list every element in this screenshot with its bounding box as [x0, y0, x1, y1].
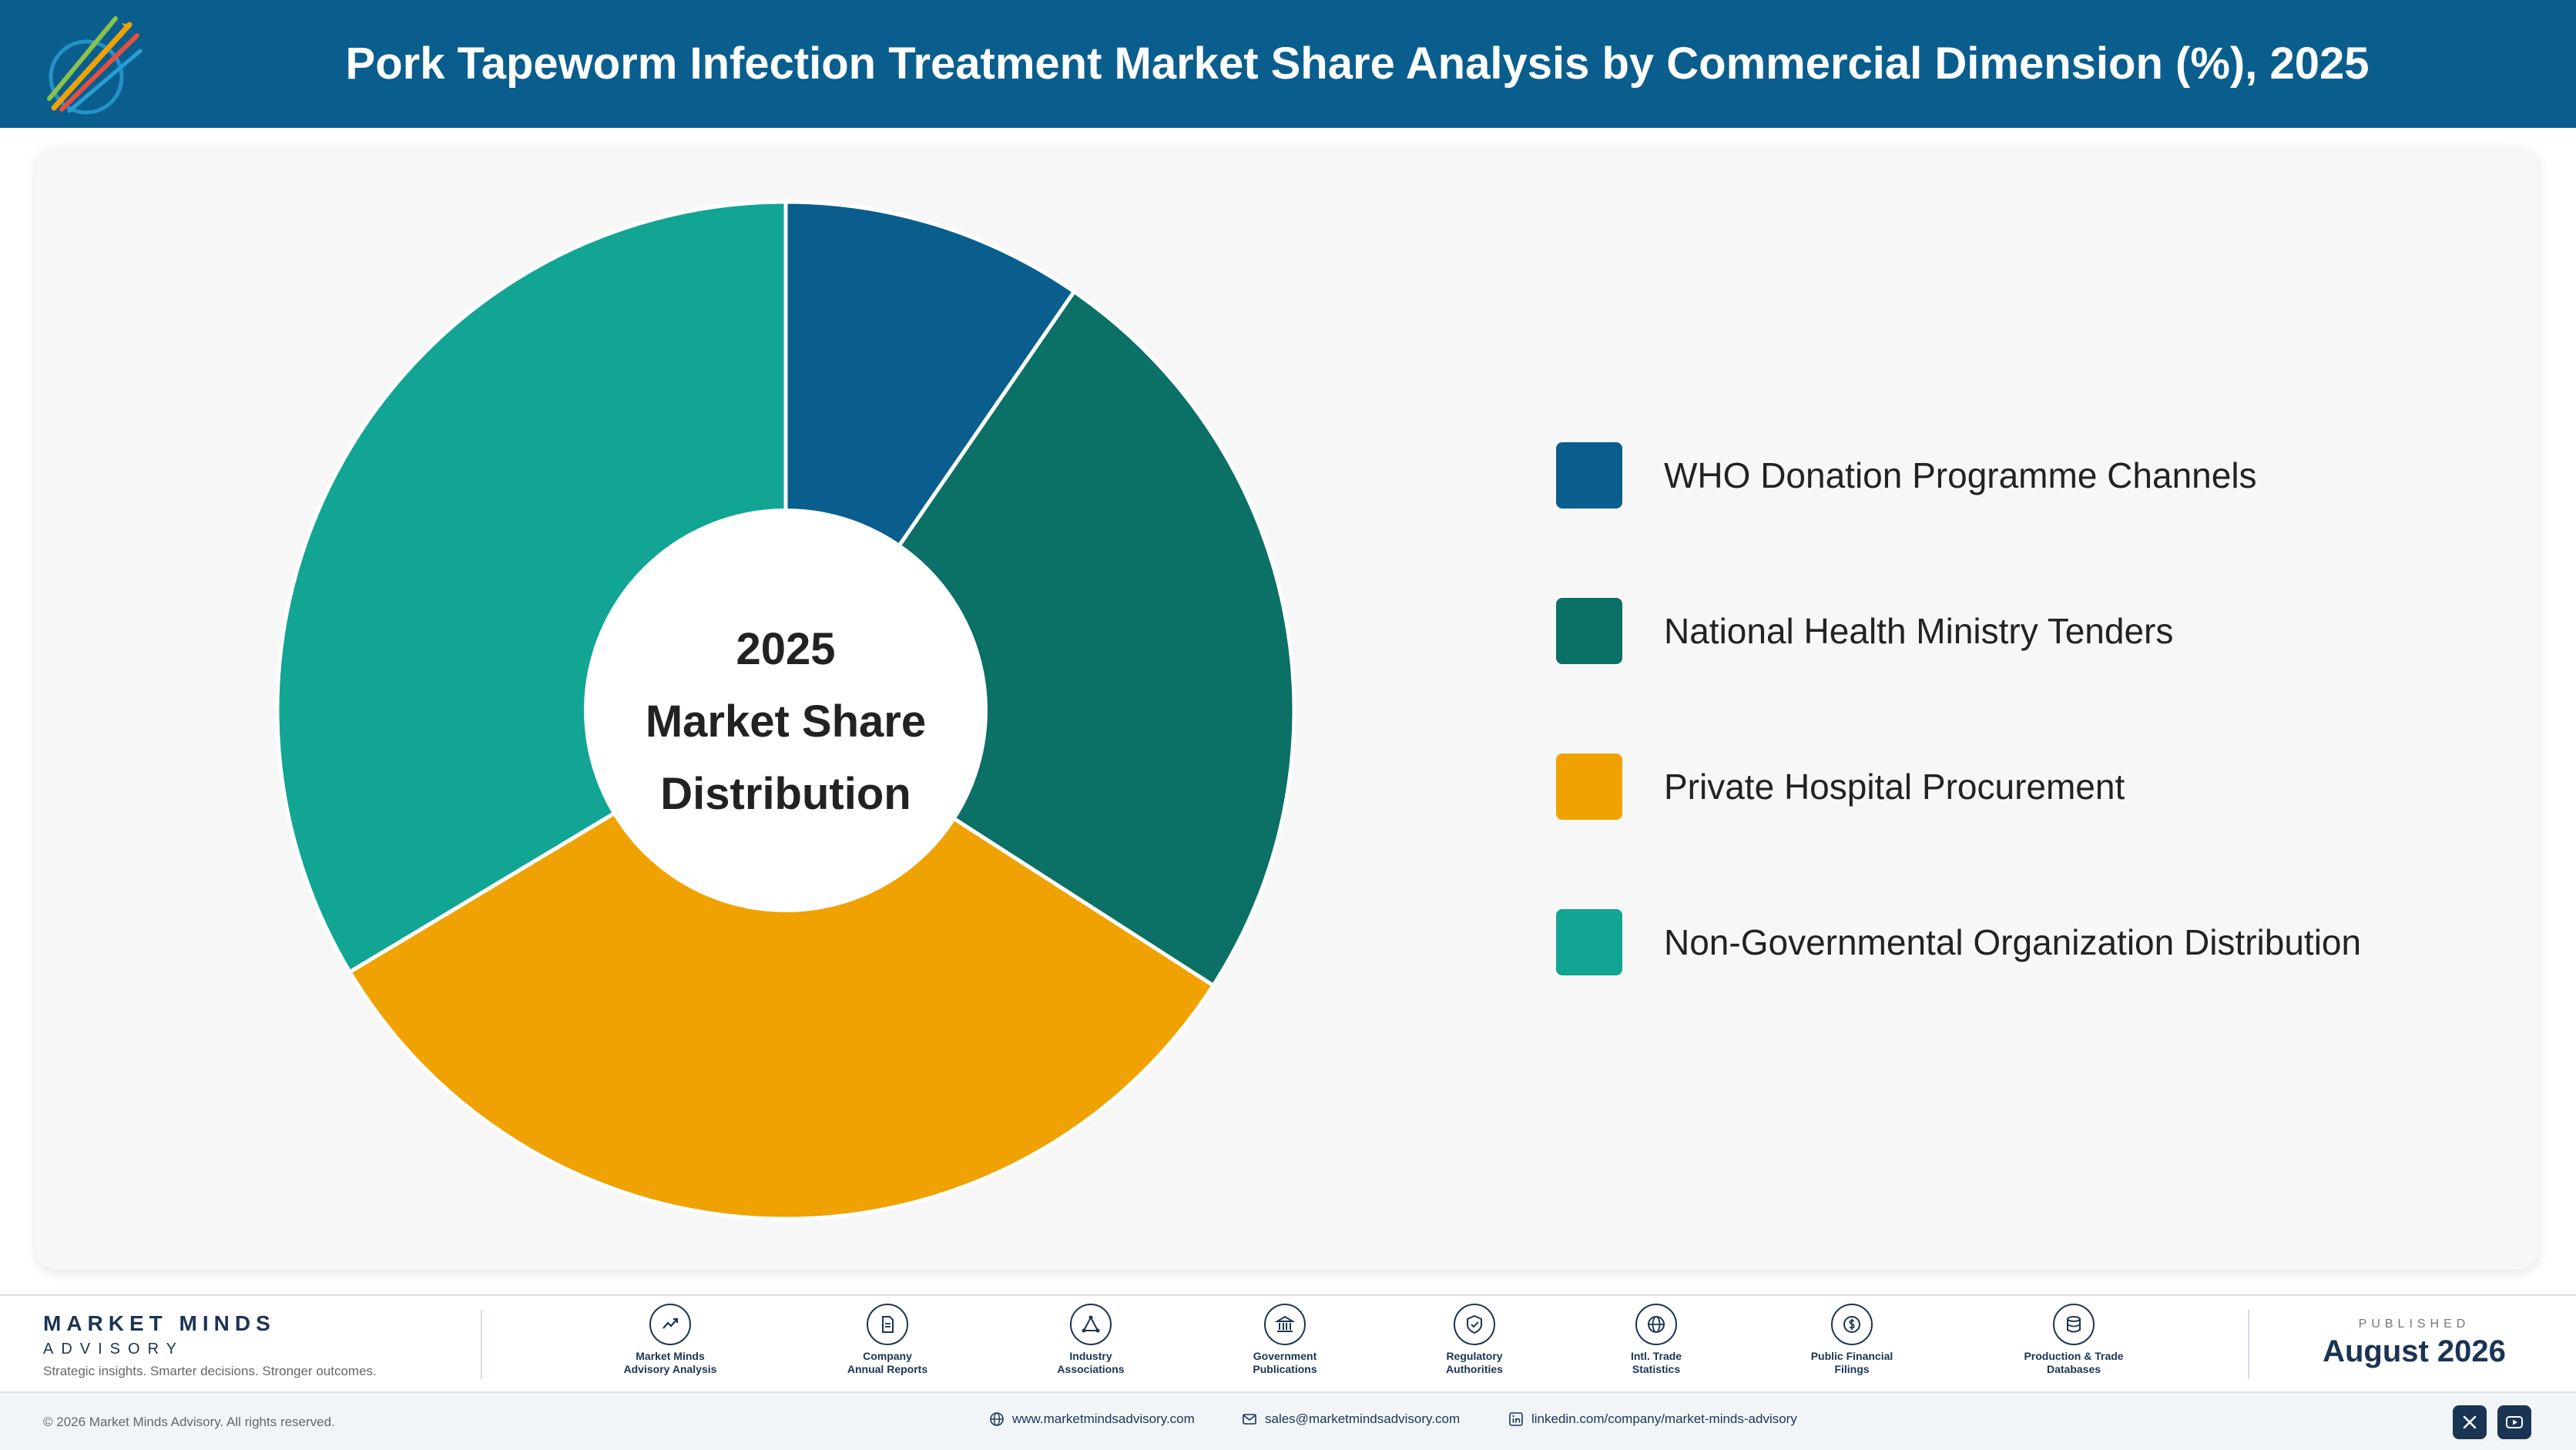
published-date: August 2026 [2323, 1334, 2506, 1368]
source-label-line1: Market Minds [636, 1350, 705, 1362]
source-item: Market Minds Advisory Analysis [593, 1304, 747, 1376]
website-text: www.marketmindsadvisory.com [1012, 1411, 1195, 1426]
linkedin-icon [1509, 1412, 1523, 1426]
source-label-line2: Annual Reports [847, 1363, 928, 1375]
network-icon [1070, 1304, 1112, 1345]
legend-label: Non-Governmental Organization Distributi… [1664, 922, 2362, 962]
brand-subtitle: ADVISORY [43, 1341, 184, 1358]
legend-label: National Health Ministry Tenders [1664, 611, 2174, 651]
source-label: Market Minds Advisory Analysis [593, 1350, 747, 1376]
legend-swatch [1556, 909, 1622, 975]
source-label: Industry Associations [1014, 1350, 1168, 1376]
source-item: Company Annual Reports [810, 1304, 964, 1376]
source-label-line1: Regulatory [1446, 1350, 1503, 1362]
footer-top-band: MARKET MINDS ADVISORY Strategic insights… [0, 1296, 2576, 1393]
linkedin-link[interactable]: linkedin.com/company/market-minds-adviso… [1508, 1411, 1797, 1427]
source-item: Government Publications [1208, 1304, 1362, 1376]
globe-icon [990, 1412, 1004, 1426]
source-item: Production & Trade Databases [1997, 1304, 2151, 1376]
source-item: Industry Associations [1014, 1304, 1168, 1376]
source-label-line2: Publications [1253, 1363, 1317, 1375]
linkedin-text: linkedin.com/company/market-minds-adviso… [1531, 1411, 1797, 1426]
legend-swatch [1556, 598, 1622, 664]
source-label-line2: Associations [1057, 1363, 1125, 1375]
brand-tagline: Strategic insights. Smarter decisions. S… [43, 1364, 377, 1378]
source-label: Company Annual Reports [810, 1350, 964, 1376]
source-label: Public Financial Filings [1775, 1350, 1929, 1376]
source-label: Regulatory Authorities [1397, 1350, 1551, 1376]
source-label-line1: Intl. Trade [1630, 1350, 1682, 1362]
donut-slice-3 [347, 708, 1216, 1221]
source-label-line1: Company [863, 1350, 912, 1362]
source-label-line2: Statistics [1632, 1363, 1681, 1375]
government-building-icon [1264, 1304, 1306, 1345]
source-label: Production & Trade Databases [1997, 1350, 2151, 1376]
source-label-line2: Databases [2046, 1363, 2101, 1375]
email-text: sales@marketmindsadvisory.com [1265, 1411, 1461, 1426]
database-icon [2053, 1304, 2095, 1345]
x-logo-icon [2463, 1415, 2477, 1429]
header-bar: Pork Tapeworm Infection Treatment Market… [0, 0, 2576, 128]
source-item: Intl. Trade Statistics [1579, 1304, 1733, 1376]
coin-icon [1831, 1304, 1873, 1345]
footer-divider [2248, 1310, 2249, 1379]
donut-slice-2 [783, 288, 1296, 988]
youtube-logo-icon [2506, 1416, 2523, 1428]
mail-icon [1243, 1414, 1256, 1425]
legend-swatch [1556, 754, 1622, 820]
copyright-text: © 2026 Market Minds Advisory. All rights… [43, 1415, 335, 1429]
footer-divider [481, 1310, 482, 1379]
source-label-line2: Filings [1834, 1363, 1870, 1375]
source-label-line1: Industry [1069, 1350, 1112, 1362]
youtube-social-button[interactable] [2497, 1405, 2531, 1439]
globe-icon [1635, 1304, 1677, 1345]
document-icon [867, 1304, 908, 1345]
legend-label: WHO Donation Programme Channels [1664, 455, 2257, 495]
source-label: Government Publications [1208, 1350, 1362, 1376]
market-minds-logo-icon [47, 16, 143, 115]
source-label-line1: Public Financial [1810, 1350, 1893, 1362]
website-link[interactable]: www.marketmindsadvisory.com [989, 1411, 1195, 1427]
published-label: PUBLISHED [2358, 1317, 2470, 1331]
source-label: Intl. Trade Statistics [1579, 1350, 1733, 1376]
x-social-button[interactable] [2453, 1405, 2487, 1439]
footer: MARKET MINDS ADVISORY Strategic insights… [0, 1294, 2576, 1450]
shield-check-icon [1454, 1304, 1495, 1345]
source-item: Public Financial Filings [1775, 1304, 1929, 1376]
email-link[interactable]: sales@marketmindsadvisory.com [1242, 1411, 1460, 1427]
source-label-line2: Authorities [1446, 1363, 1503, 1375]
legend-swatch [1556, 442, 1622, 509]
source-item: Regulatory Authorities [1397, 1304, 1551, 1376]
brand-name: MARKET MINDS [43, 1311, 276, 1335]
trend-chart-icon [649, 1304, 691, 1345]
source-label-line1: Government [1253, 1350, 1317, 1362]
source-label-line2: Advisory Analysis [623, 1363, 717, 1375]
chart-title: Pork Tapeworm Infection Treatment Market… [345, 39, 2370, 89]
legend-label: Private Hospital Procurement [1664, 767, 2125, 807]
source-label-line1: Production & Trade [2024, 1350, 2124, 1362]
